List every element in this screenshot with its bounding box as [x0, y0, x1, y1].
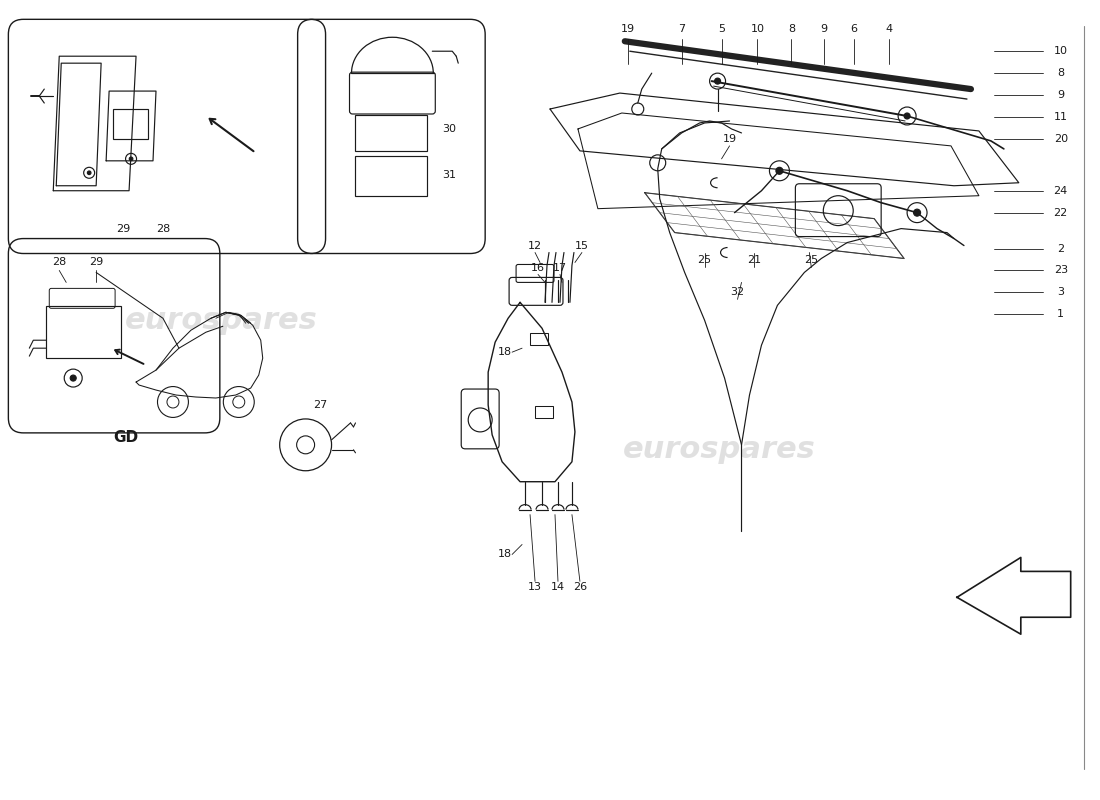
Text: 7: 7 — [678, 24, 685, 34]
Text: 19: 19 — [620, 24, 635, 34]
Text: 14: 14 — [551, 582, 565, 592]
Text: 17: 17 — [553, 263, 566, 274]
Text: 3: 3 — [1057, 287, 1064, 298]
Text: 28: 28 — [156, 223, 170, 234]
Text: 6: 6 — [850, 24, 858, 34]
Text: 1: 1 — [1057, 310, 1064, 319]
Text: 29: 29 — [89, 258, 103, 267]
Circle shape — [904, 113, 910, 119]
Text: 28: 28 — [52, 258, 66, 267]
Text: 18: 18 — [498, 550, 513, 559]
Circle shape — [87, 171, 91, 174]
Text: 9: 9 — [1057, 90, 1065, 100]
Text: 25: 25 — [697, 255, 712, 266]
Text: 21: 21 — [747, 255, 761, 266]
Text: 27: 27 — [314, 400, 328, 410]
Text: 10: 10 — [750, 24, 764, 34]
Text: 25: 25 — [804, 255, 818, 266]
Text: 2: 2 — [1057, 243, 1065, 254]
Text: 8: 8 — [788, 24, 795, 34]
Circle shape — [130, 157, 133, 161]
Text: 32: 32 — [730, 287, 745, 298]
Text: 4: 4 — [886, 24, 893, 34]
Text: 23: 23 — [1054, 266, 1068, 275]
Circle shape — [776, 167, 783, 174]
Text: 15: 15 — [575, 241, 589, 250]
Text: 18: 18 — [498, 347, 513, 357]
Text: 24: 24 — [1054, 186, 1068, 196]
Polygon shape — [957, 558, 1070, 634]
Text: 20: 20 — [1054, 134, 1068, 144]
Text: 19: 19 — [723, 134, 737, 144]
Text: 13: 13 — [528, 582, 542, 592]
Text: GD: GD — [113, 430, 139, 446]
Text: 9: 9 — [821, 24, 828, 34]
Circle shape — [70, 375, 76, 381]
Text: 30: 30 — [442, 124, 456, 134]
Text: 26: 26 — [573, 582, 587, 592]
Text: 10: 10 — [1054, 46, 1068, 56]
Text: 12: 12 — [528, 241, 542, 250]
Text: 5: 5 — [718, 24, 725, 34]
Text: 29: 29 — [116, 223, 130, 234]
Text: eurospares: eurospares — [624, 435, 816, 464]
Text: 11: 11 — [1054, 112, 1068, 122]
Text: eurospares: eurospares — [124, 306, 317, 334]
Text: 22: 22 — [1054, 208, 1068, 218]
Text: 8: 8 — [1057, 68, 1065, 78]
Text: 16: 16 — [531, 263, 544, 274]
Circle shape — [715, 78, 720, 84]
Circle shape — [914, 209, 921, 216]
Text: 31: 31 — [442, 170, 456, 180]
